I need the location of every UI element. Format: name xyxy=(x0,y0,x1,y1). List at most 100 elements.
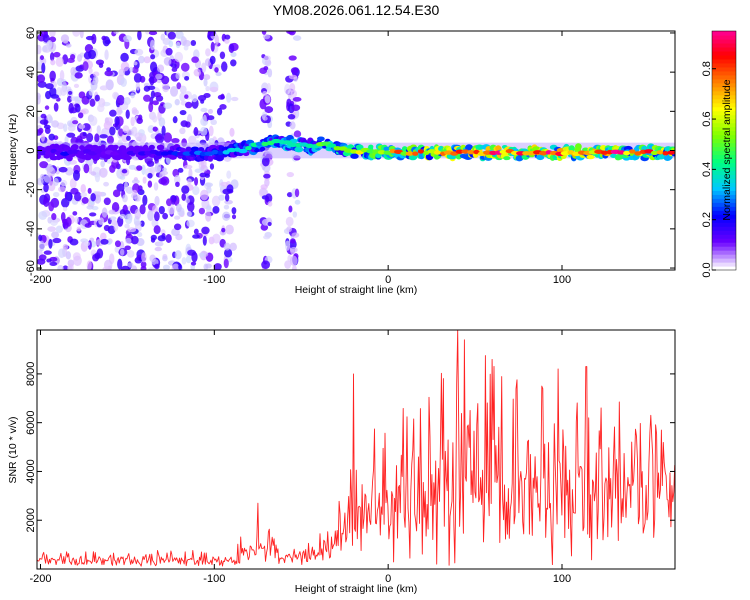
spectrogram-cell xyxy=(285,216,294,227)
colorbar-segment xyxy=(712,194,736,199)
spectrogram-cell xyxy=(123,35,132,43)
spectrogram-cell xyxy=(114,240,121,248)
spectrogram-cell xyxy=(202,235,207,246)
spectrogram-cell xyxy=(86,132,94,143)
spectrogram-cell xyxy=(100,232,107,241)
colorbar-segment xyxy=(712,62,736,68)
spectrogram-cell xyxy=(294,188,300,198)
spectrogram-cell xyxy=(80,192,88,198)
spectrogram-cell xyxy=(586,154,595,160)
spectrogram-cell xyxy=(179,92,186,102)
spectrogram-cell xyxy=(140,261,147,268)
spectrogram-cell xyxy=(132,189,138,196)
spectrogram-cell xyxy=(167,204,176,215)
spectrogram-cell xyxy=(157,235,166,242)
spectrogram-cell xyxy=(134,196,139,202)
spectrogram-cell xyxy=(226,92,232,103)
spectrogram-cell xyxy=(288,205,293,213)
spectrogram-cell xyxy=(190,40,197,47)
spectrogram-cell xyxy=(66,191,73,202)
spectrogram-cell xyxy=(103,181,109,187)
spectrogram-cell xyxy=(174,250,182,260)
spectrogram-cell xyxy=(186,210,192,218)
spectrogram-cell xyxy=(106,135,114,145)
spectrogram-cell xyxy=(181,257,187,265)
spectrogram-cell xyxy=(181,193,187,201)
spectrogram-cell xyxy=(109,126,116,136)
spectrogram-cell xyxy=(94,172,101,183)
spectrogram-cell xyxy=(184,164,193,170)
spectrogram-cell xyxy=(88,88,94,96)
spectrogram-cell xyxy=(53,51,61,58)
spectrogram-cell xyxy=(161,75,170,85)
spectrogram-y-label: Frequency (Hz) xyxy=(7,114,19,186)
spectrogram-cell xyxy=(62,206,68,212)
spectrogram-cell xyxy=(292,97,302,102)
spectrogram-cell xyxy=(166,198,173,207)
spectrogram-cell xyxy=(206,205,212,210)
spectrogram-cell xyxy=(261,156,270,167)
spectrogram-cell xyxy=(201,226,210,235)
spectrogram-cell xyxy=(39,55,45,61)
spectrogram-cell xyxy=(43,250,52,255)
spectrogram-cell xyxy=(215,71,222,77)
spectrogram-y-tick-label: 60 xyxy=(25,27,37,39)
spectrogram-cell xyxy=(170,86,179,97)
spectrogram-cell xyxy=(51,213,57,221)
spectrogram-cell xyxy=(214,67,219,73)
spectrogram-cell xyxy=(116,106,122,116)
spectrogram-cell xyxy=(179,109,187,116)
spectrogram-cell xyxy=(60,86,67,96)
spectrogram-cell xyxy=(140,265,147,270)
spectrogram-cell xyxy=(58,248,66,259)
spectrogram-cell xyxy=(143,94,151,102)
snr-y-tick-label: 4000 xyxy=(25,459,37,483)
colorbar-segment xyxy=(712,86,736,92)
spectrogram-cell xyxy=(123,97,131,106)
spectrogram-cell xyxy=(66,57,75,63)
spectrogram-cell xyxy=(536,154,545,161)
spectrogram-axes: -200 -100 0 100 60 40 20 0 -20 -40 -60 xyxy=(25,27,675,286)
spectrogram-cell xyxy=(38,210,48,220)
colorbar-segment xyxy=(712,38,736,44)
spectrogram-cell xyxy=(94,133,100,143)
spectrogram-cell xyxy=(87,187,92,194)
snr-y-tick-label: 8000 xyxy=(25,362,37,386)
spectrogram-cell xyxy=(163,132,173,143)
spectrogram-cell xyxy=(102,266,112,270)
spectrogram-cell xyxy=(289,255,298,267)
spectrogram-cell xyxy=(288,74,298,80)
colorbar: 0.0 0.2 0.4 0.6 0.8 Normalized spectral ampl… xyxy=(701,30,737,278)
spectrogram-cell xyxy=(171,67,178,72)
spectrogram-cell xyxy=(39,161,49,169)
spectrogram-cell xyxy=(147,210,154,222)
spectrogram-cell xyxy=(48,116,54,124)
spectrogram-cell xyxy=(292,211,298,218)
spectrogram-cell xyxy=(55,225,63,233)
spectrogram-cell xyxy=(290,238,296,244)
spectrogram-cell xyxy=(124,213,133,225)
spectrogram-cell xyxy=(109,164,116,173)
spectrogram-x-tick-label: 100 xyxy=(553,274,571,286)
colorbar-segment xyxy=(712,122,736,128)
spectrogram-cell xyxy=(228,43,235,53)
spectrogram-cell xyxy=(48,238,53,249)
spectrogram-cell xyxy=(174,98,180,106)
colorbar-segment xyxy=(712,42,736,48)
spectrogram-cell xyxy=(89,212,97,217)
spectrogram-cell xyxy=(317,136,325,142)
spectrogram-cell xyxy=(286,171,295,178)
spectrogram-ridge-cell xyxy=(634,151,642,156)
spectrogram-cell xyxy=(160,33,166,41)
spectrogram-cell xyxy=(133,61,138,66)
spectrogram-cell xyxy=(174,31,184,39)
spectrogram-cell xyxy=(122,125,130,134)
spectrogram-cell xyxy=(67,95,72,103)
colorbar-segment xyxy=(712,178,736,183)
colorbar-segment xyxy=(712,190,736,195)
spectrogram-cell xyxy=(205,48,211,57)
colorbar-segment xyxy=(712,138,736,144)
spectrogram-cell xyxy=(191,56,199,63)
spectrogram-cell xyxy=(88,67,93,75)
spectrogram-cell xyxy=(126,250,135,258)
